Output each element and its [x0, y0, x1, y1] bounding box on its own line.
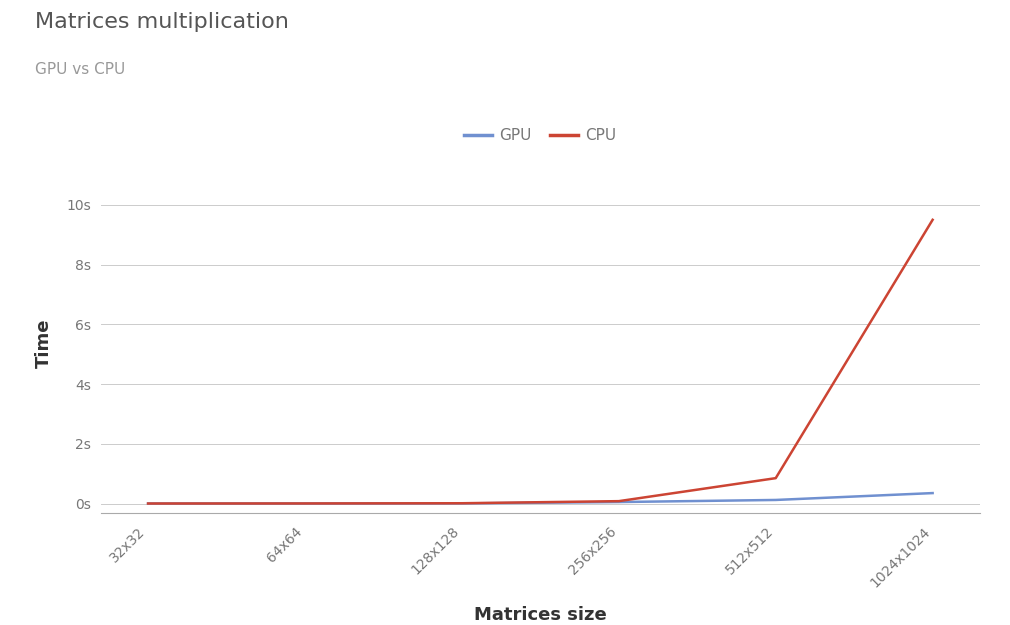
GPU	[613, 498, 625, 506]
Line: CPU: CPU	[148, 220, 932, 504]
CPU	[299, 500, 311, 508]
X-axis label: Matrices size: Matrices size	[474, 606, 607, 624]
GPU	[456, 499, 468, 507]
CPU	[456, 499, 468, 507]
Legend: GPU, CPU: GPU, CPU	[459, 122, 622, 149]
CPU	[770, 474, 782, 482]
GPU	[299, 500, 311, 508]
Text: GPU vs CPU: GPU vs CPU	[35, 62, 125, 78]
Text: Matrices multiplication: Matrices multiplication	[35, 12, 289, 32]
Y-axis label: Time: Time	[34, 319, 53, 369]
Line: GPU: GPU	[148, 493, 932, 504]
CPU	[613, 498, 625, 505]
GPU	[770, 496, 782, 504]
CPU	[142, 500, 155, 508]
GPU	[142, 500, 155, 508]
GPU	[926, 489, 938, 497]
CPU	[926, 216, 938, 224]
